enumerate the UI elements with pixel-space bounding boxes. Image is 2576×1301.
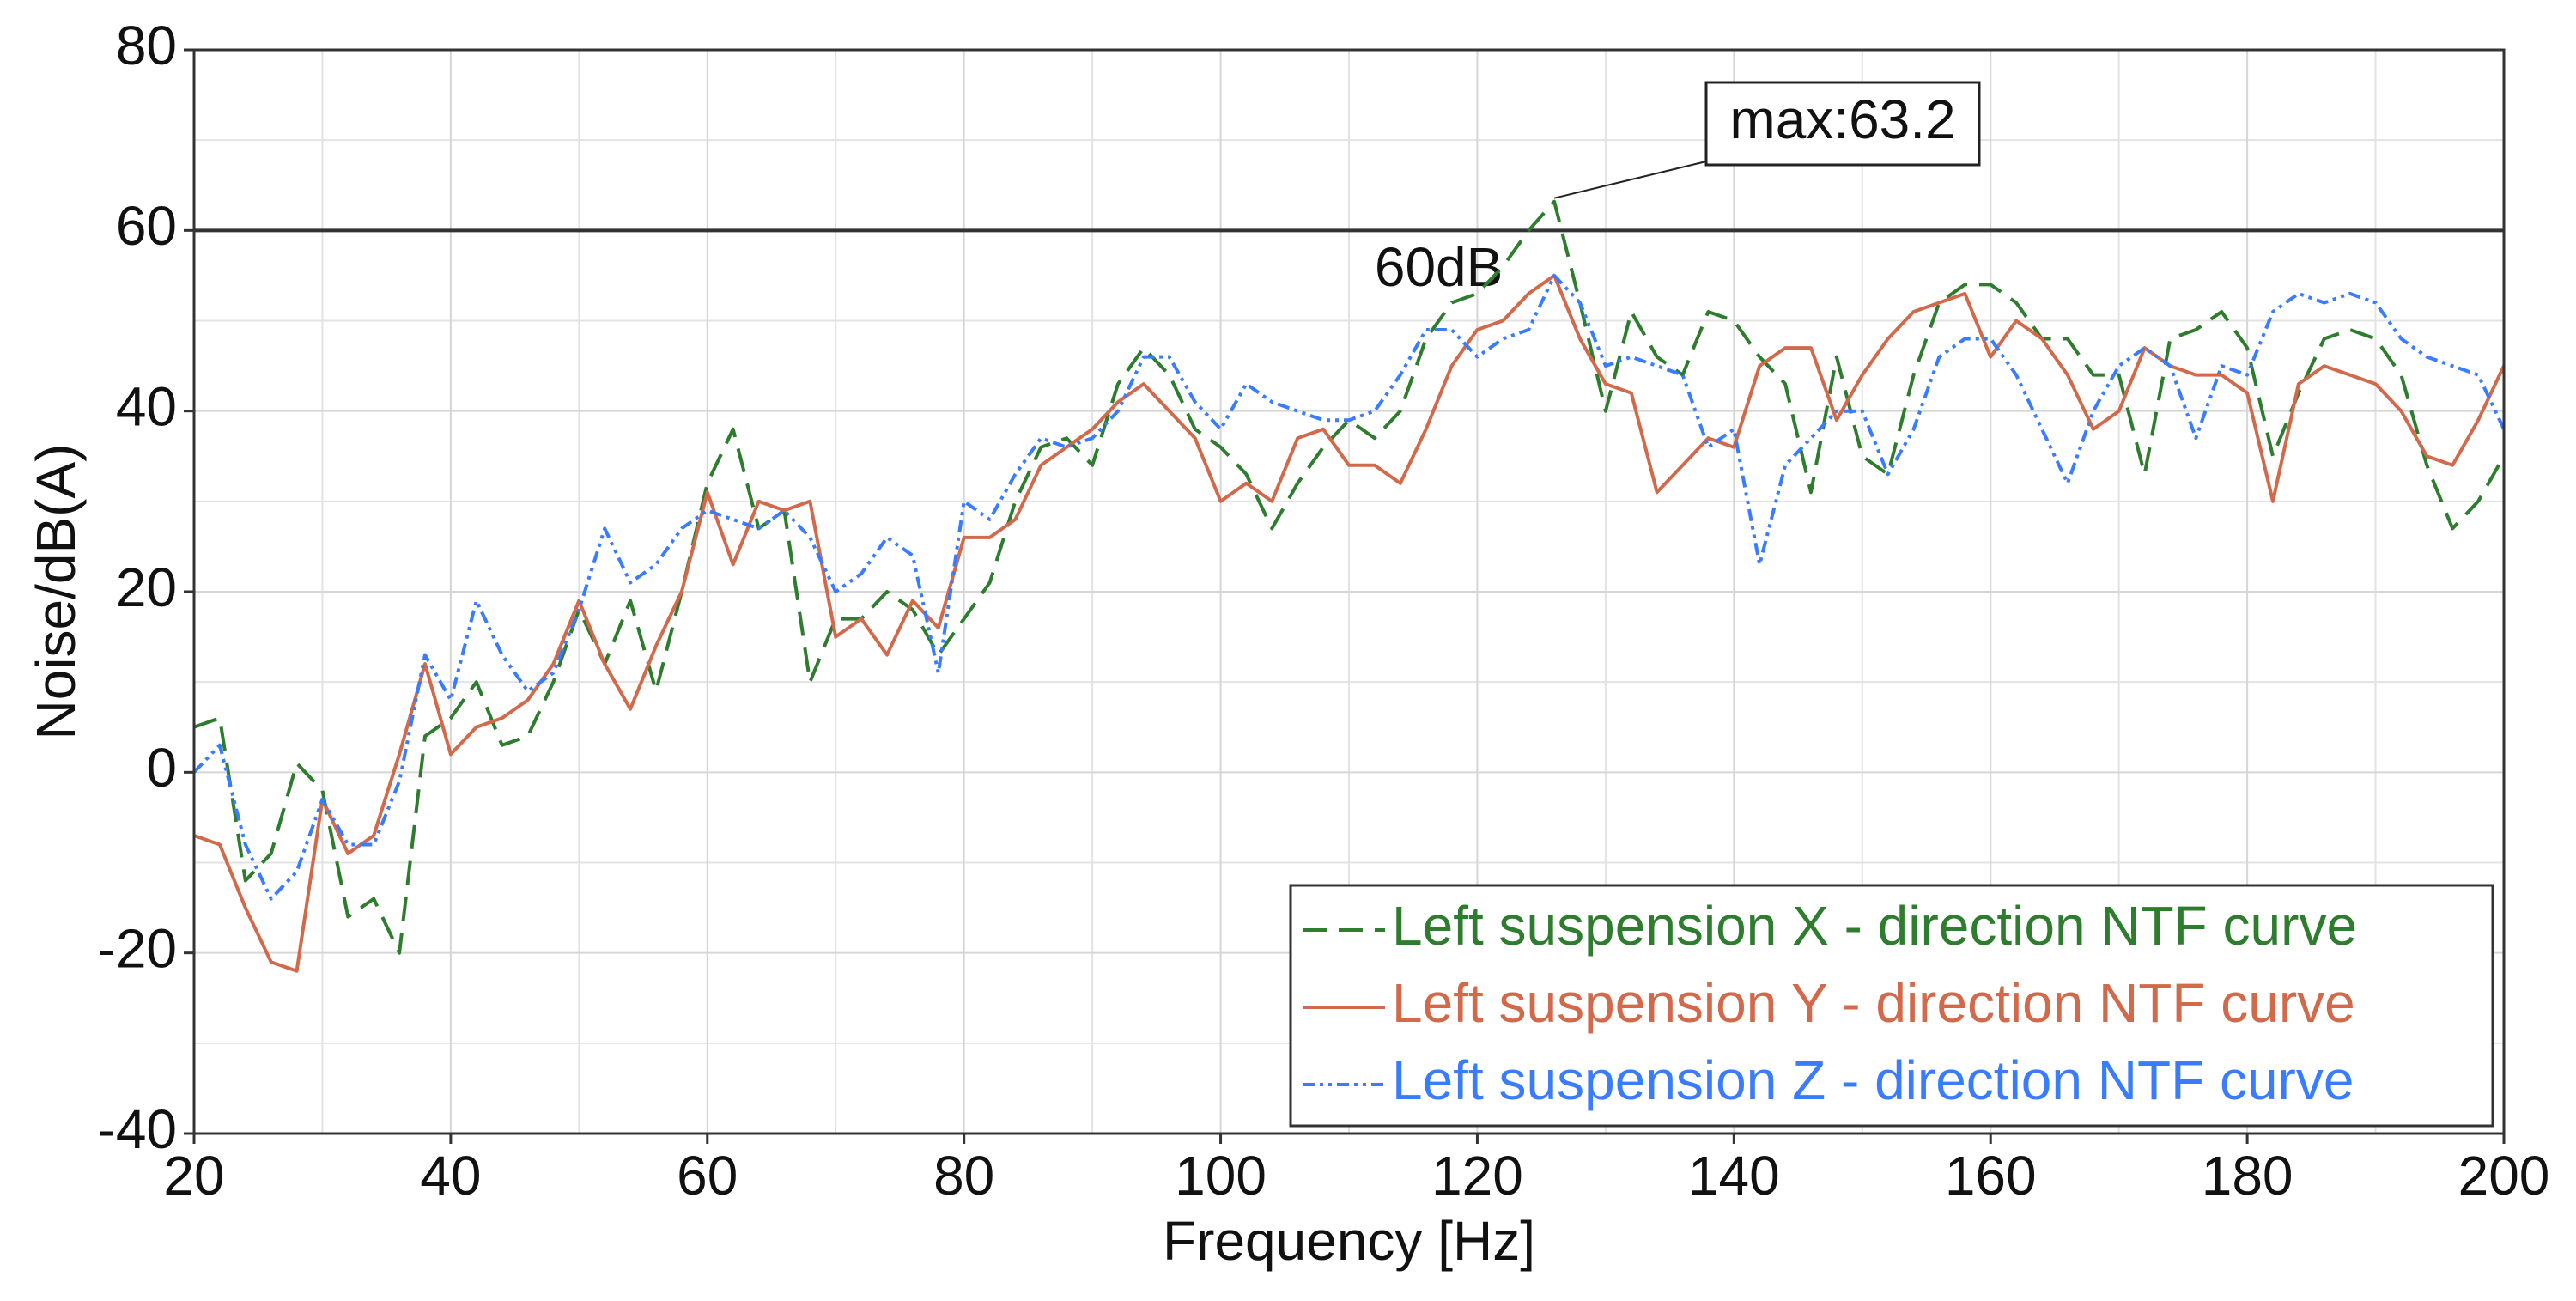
y-tick-label: 60 bbox=[116, 195, 177, 257]
x-tick-label: 40 bbox=[420, 1145, 481, 1207]
series-line bbox=[193, 273, 2506, 973]
y-tick-label: 20 bbox=[116, 556, 177, 618]
y-tick-label: 80 bbox=[116, 15, 177, 76]
series-line bbox=[192, 273, 2506, 901]
annotation-text: max:63.2 bbox=[1729, 88, 1955, 150]
y-tick-label: 40 bbox=[116, 376, 177, 438]
x-tick-label: 80 bbox=[933, 1145, 994, 1207]
x-tick-label: 100 bbox=[1175, 1145, 1267, 1207]
x-tick-label: 140 bbox=[1688, 1145, 1780, 1207]
legend-label: Left suspension Y - direction NTF curve bbox=[1392, 972, 2355, 1034]
y-axis-label: Noise/dB(A) bbox=[25, 444, 87, 740]
x-tick-label: 200 bbox=[2458, 1145, 2550, 1207]
x-tick-label: 20 bbox=[163, 1145, 224, 1207]
annotation-leader bbox=[1553, 161, 1707, 199]
x-tick-label: 60 bbox=[677, 1145, 738, 1207]
legend-label: Left suspension X - direction NTF curve bbox=[1392, 895, 2357, 957]
x-tick-label: 120 bbox=[1431, 1145, 1523, 1207]
x-axis-label: Frequency [Hz] bbox=[1163, 1210, 1535, 1272]
reference-label: 60dB bbox=[1375, 236, 1503, 298]
series-line bbox=[193, 199, 2506, 955]
plot-frame bbox=[192, 48, 2506, 1135]
y-tick-label: -40 bbox=[98, 1098, 178, 1160]
x-tick-label: 180 bbox=[2202, 1145, 2293, 1207]
annotation-box bbox=[1704, 81, 1981, 167]
y-tick-label: -20 bbox=[98, 918, 178, 980]
y-tick-label: 0 bbox=[146, 737, 177, 799]
legend-label: Left suspension Z - direction NTF curve bbox=[1392, 1049, 2354, 1111]
x-tick-label: 160 bbox=[1945, 1145, 2037, 1207]
legend bbox=[1289, 884, 2494, 1128]
